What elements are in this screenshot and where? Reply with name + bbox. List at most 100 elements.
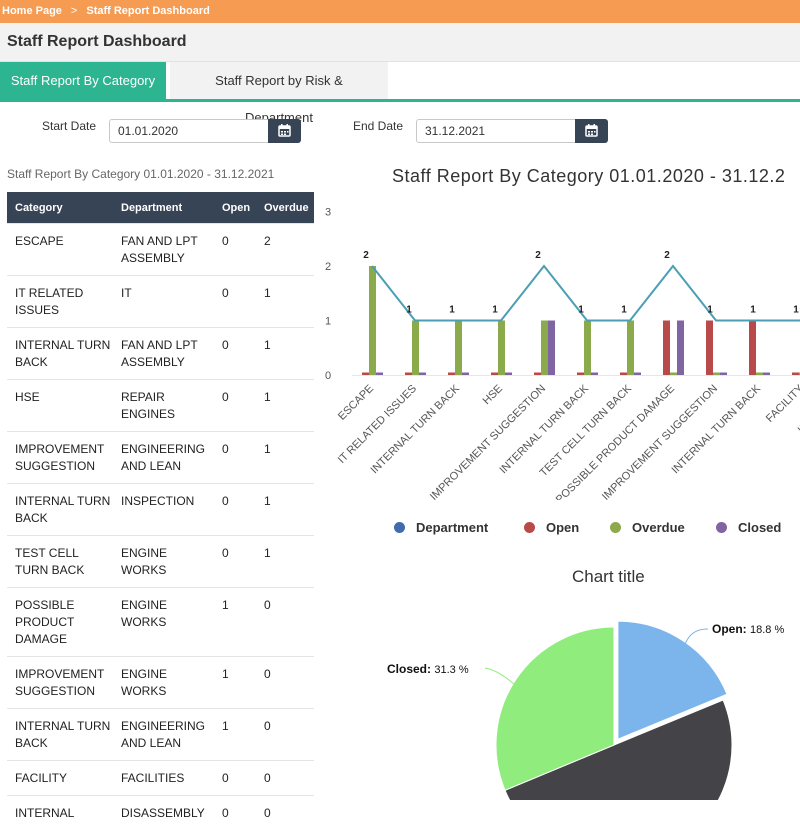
pie-label-connector-open (685, 629, 708, 645)
pie-label-name: Open (712, 622, 743, 636)
y-tick-label: 2 (325, 261, 331, 273)
cell-department: DISASSEMBLY (113, 796, 214, 830)
bar-overdue-6 (627, 321, 634, 376)
cell-category: INTERNAL (7, 796, 113, 830)
cell-category: INTERNAL TURN BACK (7, 709, 113, 761)
pie-chart-title: Chart title (572, 567, 645, 587)
bar-chart-title: Staff Report By Category 01.01.2020 - 31… (392, 166, 785, 187)
cell-department: ENGINEERING AND LEAN (113, 432, 214, 484)
legend-item-department[interactable]: Department (394, 520, 488, 535)
legend-item-open[interactable]: Open (524, 520, 579, 535)
data-label-1: 1 (406, 305, 412, 316)
cell-category: INTERNAL TURN BACK (7, 328, 113, 380)
legend-item-closed[interactable]: Closed (716, 520, 781, 535)
cell-department: FAN AND LPT ASSEMBLY (113, 328, 214, 380)
bar-open-4 (534, 373, 541, 376)
cell-open: 0 (214, 432, 256, 484)
data-label-8: 1 (707, 305, 713, 316)
cell-department: FAN AND LPT ASSEMBLY (113, 224, 214, 276)
start-date-label: Start Date (42, 119, 96, 133)
cell-overdue: 1 (256, 484, 314, 536)
end-date-input[interactable] (416, 119, 575, 143)
bar-closed-6 (634, 373, 641, 376)
y-tick-label: 3 (325, 207, 331, 219)
pie-label-name: Closed (387, 662, 427, 676)
cell-overdue: 0 (256, 796, 314, 830)
cell-category: IMPROVEMENT SUGGESTION (7, 657, 113, 709)
pie-label-open: Open: 18.8 % (712, 622, 784, 636)
tab-staff-report-by-risk-department[interactable]: Staff Report by Risk & Department (170, 62, 388, 99)
cell-open: 0 (214, 380, 256, 432)
legend-label-open: Open (546, 520, 579, 535)
cell-overdue: 1 (256, 432, 314, 484)
cell-category: IT RELATED ISSUES (7, 276, 113, 328)
start-date-calendar-button[interactable] (268, 119, 301, 143)
legend-label-closed: Closed (738, 520, 781, 535)
bar-closed-9 (763, 373, 770, 376)
bar-open-6 (620, 373, 627, 376)
legend-item-overdue[interactable]: Overdue (610, 520, 685, 535)
end-date-calendar-button[interactable] (575, 119, 608, 143)
pie-label-colon: : (427, 662, 434, 676)
start-date-input[interactable] (109, 119, 268, 143)
bar-closed-4 (548, 321, 555, 376)
bar-overdue-2 (455, 321, 462, 376)
pie-label-closed: Closed: 31.3 % (387, 662, 469, 676)
x-tick-label: FACILITY (764, 382, 800, 425)
bar-overdue-7 (670, 373, 677, 376)
legend-dot-closed (716, 522, 727, 533)
cell-category: FACILITY (7, 761, 113, 796)
cell-open: 0 (214, 328, 256, 380)
cell-overdue: 1 (256, 328, 314, 380)
bar-overdue-1 (412, 321, 419, 376)
data-label-10: 1 (793, 305, 799, 316)
bar-overdue-9 (756, 373, 763, 376)
bar-overdue-3 (498, 321, 505, 376)
cell-category: ESCAPE (7, 224, 113, 276)
y-tick-label: 0 (325, 370, 331, 382)
legend-label-overdue: Overdue (632, 520, 685, 535)
bar-overdue-4 (541, 321, 548, 376)
cell-open: 0 (214, 796, 256, 830)
data-label-7: 2 (664, 250, 670, 261)
page-title: Staff Report Dashboard (7, 33, 187, 51)
bar-closed-2 (462, 373, 469, 376)
cell-overdue: 0 (256, 761, 314, 796)
cell-overdue: 2 (256, 224, 314, 276)
tab-staff-report-by-category[interactable]: Staff Report By Category (0, 62, 166, 99)
cell-open: 1 (214, 709, 256, 761)
pie-label-value: 31.3 % (434, 664, 468, 676)
cell-department: ENGINE WORKS (113, 588, 214, 657)
breadcrumb-home-link[interactable]: Home Page (2, 0, 62, 23)
report-subtitle: Staff Report By Category 01.01.2020 - 31… (7, 167, 274, 181)
bar-open-9 (749, 321, 756, 376)
cell-open: 0 (214, 536, 256, 588)
cell-category: HSE (7, 380, 113, 432)
pie-chart: Open: 18.8 % Closed: 31.3 % (380, 610, 800, 800)
legend-label-department: Department (416, 520, 488, 535)
breadcrumb: Home Page>Staff Report Dashboard (0, 0, 800, 23)
cell-overdue: 1 (256, 276, 314, 328)
bar-overdue-5 (584, 321, 591, 376)
column-header-category: Category (7, 192, 113, 224)
column-header-open: Open (214, 192, 256, 224)
bar-open-7 (663, 321, 670, 376)
data-label-6: 1 (621, 305, 627, 316)
cell-department: REPAIR ENGINES (113, 380, 214, 432)
cell-department: ENGINE WORKS (113, 657, 214, 709)
bar-open-3 (491, 373, 498, 376)
